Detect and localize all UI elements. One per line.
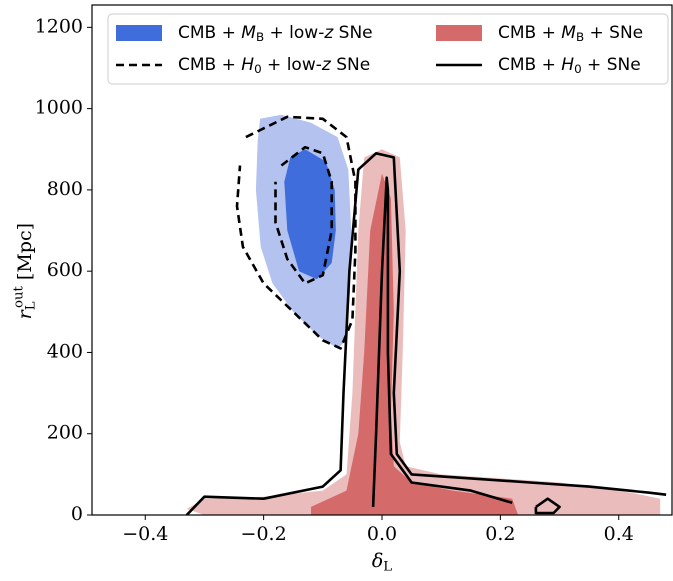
- text-sub: 0: [254, 62, 262, 76]
- y-tick-label: 1200: [35, 15, 83, 37]
- legend-label: CMB + H0 + low-z SNe: [178, 55, 370, 76]
- text-part: CMB +: [178, 55, 241, 75]
- text-part: + SNe: [584, 23, 643, 43]
- x-tick-label: 0.0: [367, 523, 397, 545]
- contour-line: [235, 115, 357, 350]
- text-sub: L: [383, 559, 392, 574]
- plot-area: [185, 114, 667, 515]
- text-part: CMB +: [498, 55, 561, 75]
- legend-swatch: [116, 25, 162, 41]
- text-italic: M: [241, 23, 256, 43]
- legend-label: CMB + H0 + SNe: [498, 55, 641, 76]
- text-part: [Mpc]: [14, 223, 36, 286]
- y-tick-label: 400: [47, 340, 83, 362]
- legend-label: CMB + MB + low-z SNe: [178, 23, 373, 44]
- contour-line: [274, 145, 333, 285]
- contour-line: [371, 176, 513, 507]
- axes: −0.4 −0.2 0.0 0.2 0.4020040060080010001200δL…: [11, 4, 673, 574]
- y-tick-label: 800: [47, 178, 83, 200]
- y-tick-label: 1000: [35, 97, 83, 119]
- text-sub: L: [23, 301, 38, 310]
- y-tick-label: 0: [71, 503, 83, 525]
- x-tick-label: −0.4: [122, 523, 168, 545]
- y-tick-label: 600: [47, 259, 83, 281]
- x-tick-label: 0.4: [604, 523, 634, 545]
- legend-box: [107, 13, 669, 85]
- x-tick-label: −0.2: [241, 523, 287, 545]
- x-axis-label: δL: [372, 550, 392, 574]
- contour-fill: [284, 149, 336, 280]
- x-tick-label: 0.2: [485, 523, 515, 545]
- text-italic: M: [561, 23, 576, 43]
- text-sup: out: [11, 285, 26, 308]
- text-part: SNe: [331, 55, 370, 75]
- text-part: + low-: [264, 23, 324, 43]
- text-italic: H: [241, 55, 254, 75]
- text-sub: B: [256, 30, 264, 44]
- contour-fill: [311, 173, 519, 515]
- text-italic: z: [323, 23, 334, 43]
- contour-line: [185, 152, 667, 515]
- y-tick-label: 200: [47, 422, 83, 444]
- text-italic: r: [14, 308, 36, 319]
- text-part: + low-: [262, 55, 322, 75]
- legend-swatch: [436, 25, 482, 41]
- legend-label: CMB + MB + SNe: [498, 23, 643, 44]
- text-sub: 0: [574, 62, 582, 76]
- y-axis-label: rLout [Mpc]: [11, 223, 38, 319]
- text-sub: B: [576, 30, 584, 44]
- text-part: CMB +: [498, 23, 561, 43]
- text-part: SNe: [333, 23, 372, 43]
- text-part: CMB +: [178, 23, 241, 43]
- text-italic: δ: [372, 550, 383, 572]
- text-italic: z: [321, 55, 332, 75]
- text-italic: H: [561, 55, 574, 75]
- text-part: + SNe: [582, 55, 641, 75]
